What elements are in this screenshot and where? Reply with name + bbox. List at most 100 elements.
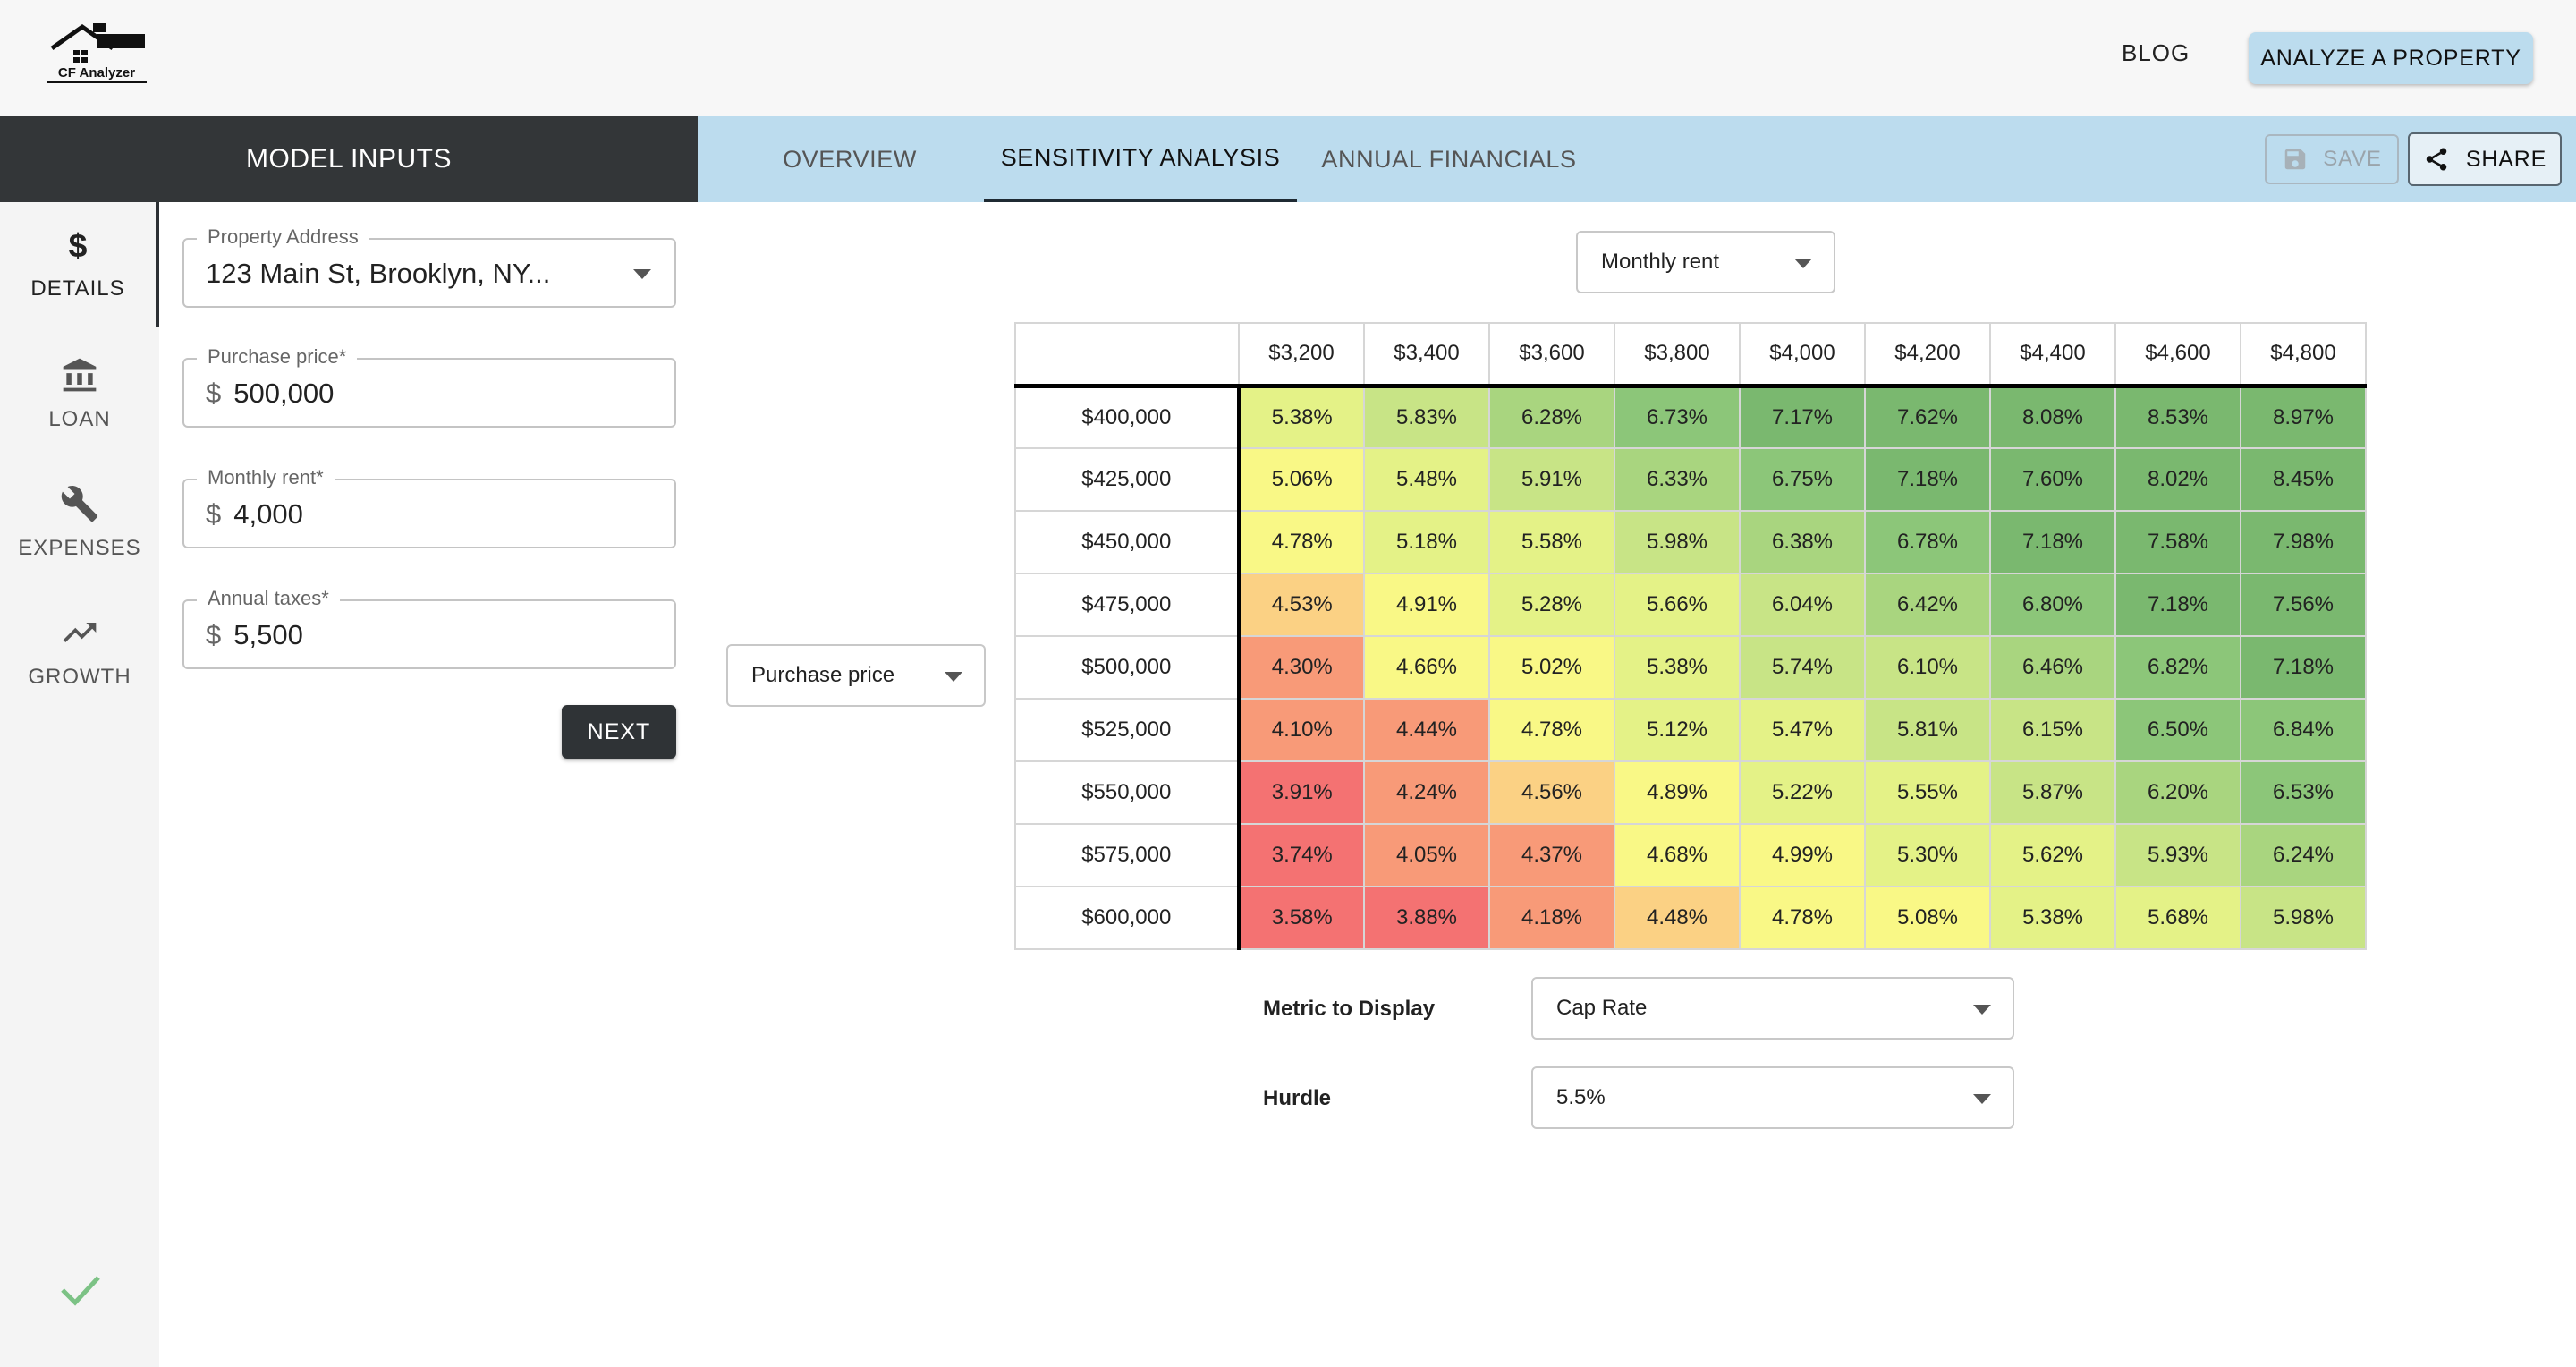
row-header: $500,000	[1014, 635, 1240, 700]
next-button[interactable]: NEXT	[562, 705, 676, 759]
tab-sensitivity-analysis[interactable]: SENSITIVITY ANALYSIS	[984, 116, 1297, 202]
chevron-down-icon	[1794, 259, 1812, 268]
table-cell: 6.84%	[2240, 698, 2367, 762]
hurdle-value: 5.5%	[1556, 1085, 1606, 1109]
wrench-icon	[61, 486, 98, 522]
chevron-down-icon	[1973, 1005, 1991, 1015]
column-header: $3,200	[1238, 322, 1365, 386]
table-cell: 5.38%	[1614, 635, 1741, 700]
table-cell: 4.44%	[1363, 698, 1490, 762]
row-header: $550,000	[1014, 760, 1240, 825]
purchase-price-input[interactable]: $500,000	[206, 378, 335, 409]
share-icon	[2426, 148, 2447, 171]
table-cell: 6.73%	[1614, 385, 1741, 449]
table-cell: 4.24%	[1363, 760, 1490, 825]
table-row: $525,000 4.10% 4.44% 4.78% 5.12% 5.47% 5.81% 6.…	[1014, 698, 2367, 762]
table-cell: 7.58%	[2114, 510, 2241, 574]
corner-cell	[1014, 322, 1240, 386]
sensitivity-table: $3,200 $3,400 $3,600 $3,800 $4,000 $4,200 $4,4…	[1014, 322, 2367, 950]
monthly-rent-input[interactable]: $4,000	[206, 498, 303, 530]
table-cell: 4.56%	[1488, 760, 1615, 825]
table-cell: 4.05%	[1363, 823, 1490, 887]
annual-taxes-input[interactable]: $5,500	[206, 619, 303, 650]
table-cell: 5.87%	[1989, 760, 2116, 825]
table-cell: 6.33%	[1614, 447, 1741, 512]
table-cell: 5.68%	[2114, 886, 2241, 950]
table-cell: 5.98%	[2240, 886, 2367, 950]
table-cell: 3.58%	[1236, 886, 1365, 950]
hurdle-label: Hurdle	[1263, 1086, 1332, 1110]
table-cell: 7.98%	[2240, 510, 2367, 574]
table-cell: 5.58%	[1488, 510, 1615, 574]
table-cell: 5.98%	[1614, 510, 1741, 574]
table-cell: 5.81%	[1864, 698, 1991, 762]
bank-icon	[63, 358, 97, 392]
table-cell: 6.82%	[2114, 635, 2241, 700]
column-variable-select[interactable]: Monthly rent	[1576, 231, 1835, 293]
table-cell: 3.74%	[1236, 823, 1365, 887]
table-cell: 4.78%	[1739, 886, 1866, 950]
property-address-label: Property Address	[197, 225, 369, 249]
table-cell: 4.91%	[1363, 573, 1490, 637]
table-cell: 7.18%	[1989, 510, 2116, 574]
property-address-field[interactable]: Property Address 123 Main St, Brooklyn, …	[182, 225, 676, 308]
dollar-icon: $	[69, 228, 88, 264]
table-cell: 5.38%	[1236, 385, 1365, 449]
column-header: $3,600	[1488, 322, 1615, 386]
table-cell: 7.17%	[1739, 385, 1866, 449]
analyze-property-button[interactable]: ANALYZE A PROPERTY	[2249, 32, 2533, 84]
table-cell: 6.42%	[1864, 573, 1991, 637]
table-cell: 4.30%	[1236, 635, 1365, 700]
blog-link[interactable]: BLOG	[2122, 39, 2190, 66]
svg-text:$: $	[69, 228, 88, 264]
nav-label-details: DETAILS	[30, 276, 125, 301]
metric-select[interactable]: Cap Rate	[1531, 977, 2014, 1040]
purchase-price-label: Purchase price*	[197, 345, 358, 369]
table-cell: 5.02%	[1488, 635, 1615, 700]
purchase-price-field[interactable]: Purchase price* $500,000	[182, 345, 676, 428]
annual-taxes-field[interactable]: Annual taxes* $5,500	[182, 587, 676, 669]
tab-overview[interactable]: OVERVIEW	[783, 145, 917, 173]
tab-annual-financials[interactable]: ANNUAL FINANCIALS	[1321, 145, 1577, 173]
table-cell: 4.68%	[1614, 823, 1741, 887]
table-cell: 5.12%	[1614, 698, 1741, 762]
table-cell: 4.78%	[1488, 698, 1615, 762]
nav-item-loan[interactable]: LOAN	[0, 331, 159, 456]
table-cell: 5.55%	[1864, 760, 1991, 825]
table-cell: 4.37%	[1488, 823, 1615, 887]
table-cell: 5.47%	[1739, 698, 1866, 762]
chevron-down-icon	[945, 672, 962, 682]
row-variable-select[interactable]: Purchase price	[726, 644, 986, 707]
table-cell: 7.62%	[1864, 385, 1991, 449]
table-cell: 6.24%	[2240, 823, 2367, 887]
table-row: $550,000 3.91% 4.24% 4.56% 4.89% 5.22% 5.55% 5.…	[1014, 760, 2367, 825]
table-cell: 5.08%	[1864, 886, 1991, 950]
table-cell: 5.30%	[1864, 823, 1991, 887]
column-variable-value: Monthly rent	[1601, 250, 1720, 274]
table-cell: 6.75%	[1739, 447, 1866, 512]
nav-item-expenses[interactable]: EXPENSES	[0, 460, 159, 585]
nav-label-loan: LOAN	[48, 407, 111, 431]
table-cell: 5.91%	[1488, 447, 1615, 512]
table-row: $400,000 5.38% 5.83% 6.28% 6.73% 7.17% 7.62% 8.…	[1014, 385, 2367, 449]
share-button[interactable]: SHARE	[2408, 132, 2562, 186]
nav-item-growth[interactable]: GROWTH	[0, 589, 159, 714]
nav-item-details[interactable]: $ DETAILS	[0, 202, 159, 327]
table-cell: 4.99%	[1739, 823, 1866, 887]
save-button[interactable]: SAVE	[2265, 134, 2399, 184]
hurdle-select[interactable]: 5.5%	[1531, 1066, 2014, 1129]
table-cell: 8.97%	[2240, 385, 2367, 449]
row-header: $475,000	[1014, 573, 1240, 637]
table-header-row: $3,200 $3,400 $3,600 $3,800 $4,000 $4,200 $4,4…	[1014, 322, 2367, 386]
monthly-rent-field[interactable]: Monthly rent* $4,000	[182, 466, 676, 548]
table-cell: 5.28%	[1488, 573, 1615, 637]
table-cell: 6.20%	[2114, 760, 2241, 825]
table-row: $475,000 4.53% 4.91% 5.28% 5.66% 6.04% 6.42% 6.…	[1014, 573, 2367, 637]
row-variable-value: Purchase price	[751, 663, 895, 687]
top-bar: CF Analyzer BLOG ANALYZE A PROPERTY	[0, 0, 2576, 116]
table-cell: 6.53%	[2240, 760, 2367, 825]
table-cell: 5.06%	[1236, 447, 1365, 512]
save-label: SAVE	[2323, 147, 2382, 171]
cf-analyzer-logo[interactable]: CF Analyzer	[47, 21, 147, 86]
column-header: $4,200	[1864, 322, 1991, 386]
